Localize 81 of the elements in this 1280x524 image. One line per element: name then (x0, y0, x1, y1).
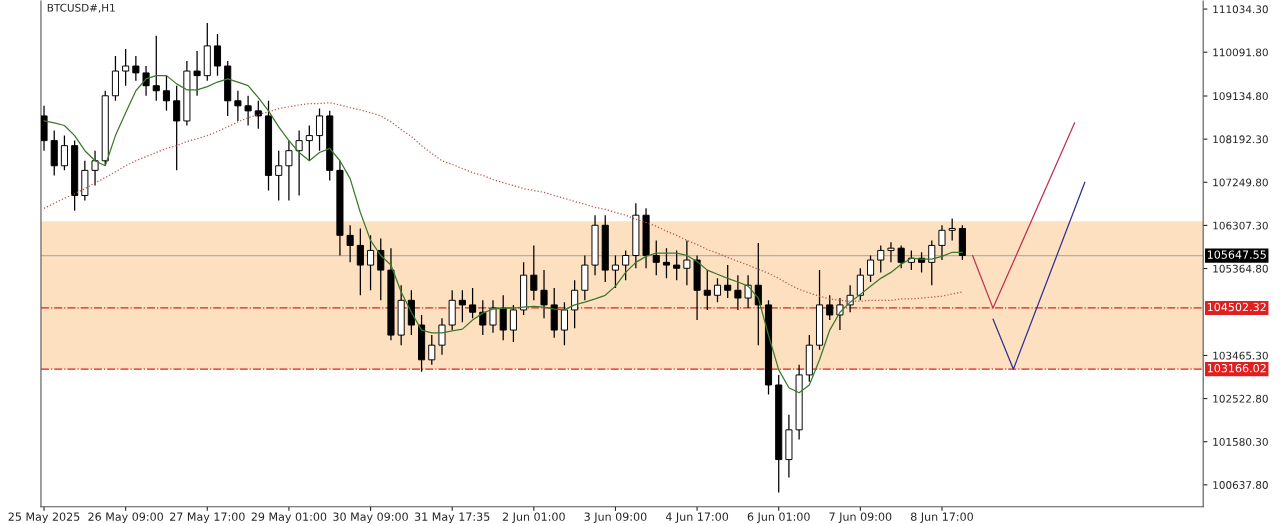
y-tick-label: 106307.30 (1213, 221, 1268, 230)
candlestick (724, 264, 732, 299)
candlestick (489, 299, 497, 334)
x-tick-label: 2 Jun 01:00 (502, 512, 565, 523)
candlestick (173, 85, 181, 171)
y-tick-label: 100637.80 (1213, 481, 1268, 489)
candlestick (438, 317, 446, 356)
candlestick (469, 287, 477, 319)
x-tick-label: 4 Jun 17:00 (665, 512, 729, 523)
candlestick (867, 254, 875, 283)
candlestick (315, 107, 324, 152)
y-tick-label: 102522.80 (1213, 394, 1268, 403)
candlestick (744, 274, 752, 309)
candlestick (356, 227, 364, 296)
candlestick (897, 244, 905, 269)
x-tick-label: 29 May 01:00 (251, 512, 327, 524)
candlestick (938, 224, 946, 261)
candlestick (662, 247, 671, 279)
candlestick (122, 48, 130, 87)
candlestick (60, 134, 68, 171)
ref-line-label: 103166.02 (1207, 363, 1266, 373)
x-tick-label: 26 May 09:00 (88, 512, 164, 524)
y-tick-label: 110091.80 (1213, 48, 1268, 57)
candlestick (734, 274, 742, 311)
candlestick (703, 269, 711, 311)
candlestick (611, 254, 619, 289)
x-tick-label: 25 May 2025 (8, 512, 80, 524)
candlestick (295, 129, 303, 197)
candlestick (275, 150, 283, 202)
y-tick-label: 111034.30 (1213, 5, 1268, 14)
candlestick (540, 269, 548, 319)
x-tick-label: 31 May 17:35 (414, 512, 490, 524)
y-tick-label: 109134.80 (1213, 92, 1268, 101)
candlestick (377, 237, 385, 301)
candlestick (683, 239, 691, 286)
candlestick (213, 33, 222, 77)
candlestick (948, 217, 956, 242)
x-tick-label: 30 May 09:00 (333, 512, 408, 524)
candlestick (193, 50, 201, 97)
candlestick (928, 239, 936, 286)
candlestick (826, 294, 834, 321)
candlestick (622, 249, 630, 281)
ref-line-label: 104502.32 (1207, 302, 1266, 312)
candlestick (152, 35, 160, 102)
candlestick (428, 334, 436, 366)
candlestick (244, 95, 252, 127)
ref-line-label: 105647.55 (1207, 250, 1266, 259)
candlestick (479, 299, 487, 336)
candlestick (305, 124, 313, 162)
candlestick (162, 75, 171, 112)
candlestick (673, 249, 681, 281)
x-tick-label: 7 Jun 09:00 (829, 512, 892, 523)
candlestick (346, 224, 354, 263)
candlestick (142, 65, 150, 97)
candlestick (713, 277, 722, 303)
y-tick-label: 103465.30 (1213, 351, 1268, 360)
y-tick-label: 105364.80 (1213, 264, 1268, 273)
candlestick (530, 244, 538, 301)
x-tick-label: 3 Jun 09:00 (584, 512, 647, 523)
candlestick (499, 294, 507, 341)
x-tick-label: 6 Jun 01:00 (747, 512, 810, 523)
candlestick (877, 244, 885, 274)
candlestick (509, 304, 517, 343)
candlestick (285, 139, 293, 202)
candlestick (91, 150, 99, 187)
candlestick (254, 100, 262, 130)
candlestick (856, 267, 864, 301)
candlestick (234, 90, 242, 122)
y-tick-label: 108192.30 (1213, 135, 1268, 144)
y-tick-label: 101580.30 (1213, 437, 1268, 446)
candlestick (458, 289, 466, 323)
candlestick (571, 279, 579, 329)
candlestick (652, 239, 660, 276)
x-tick-label: 27 May 17:00 (170, 512, 245, 524)
candlestick (367, 234, 375, 291)
y-tick-label: 107249.80 (1213, 178, 1268, 187)
candlestick (560, 301, 568, 346)
candlestick (132, 55, 140, 82)
x-tick-label: 8 Jun 17:00 (910, 512, 973, 523)
candlestick (887, 241, 895, 263)
chart-title: BTCUSD#,H1 (47, 3, 115, 13)
